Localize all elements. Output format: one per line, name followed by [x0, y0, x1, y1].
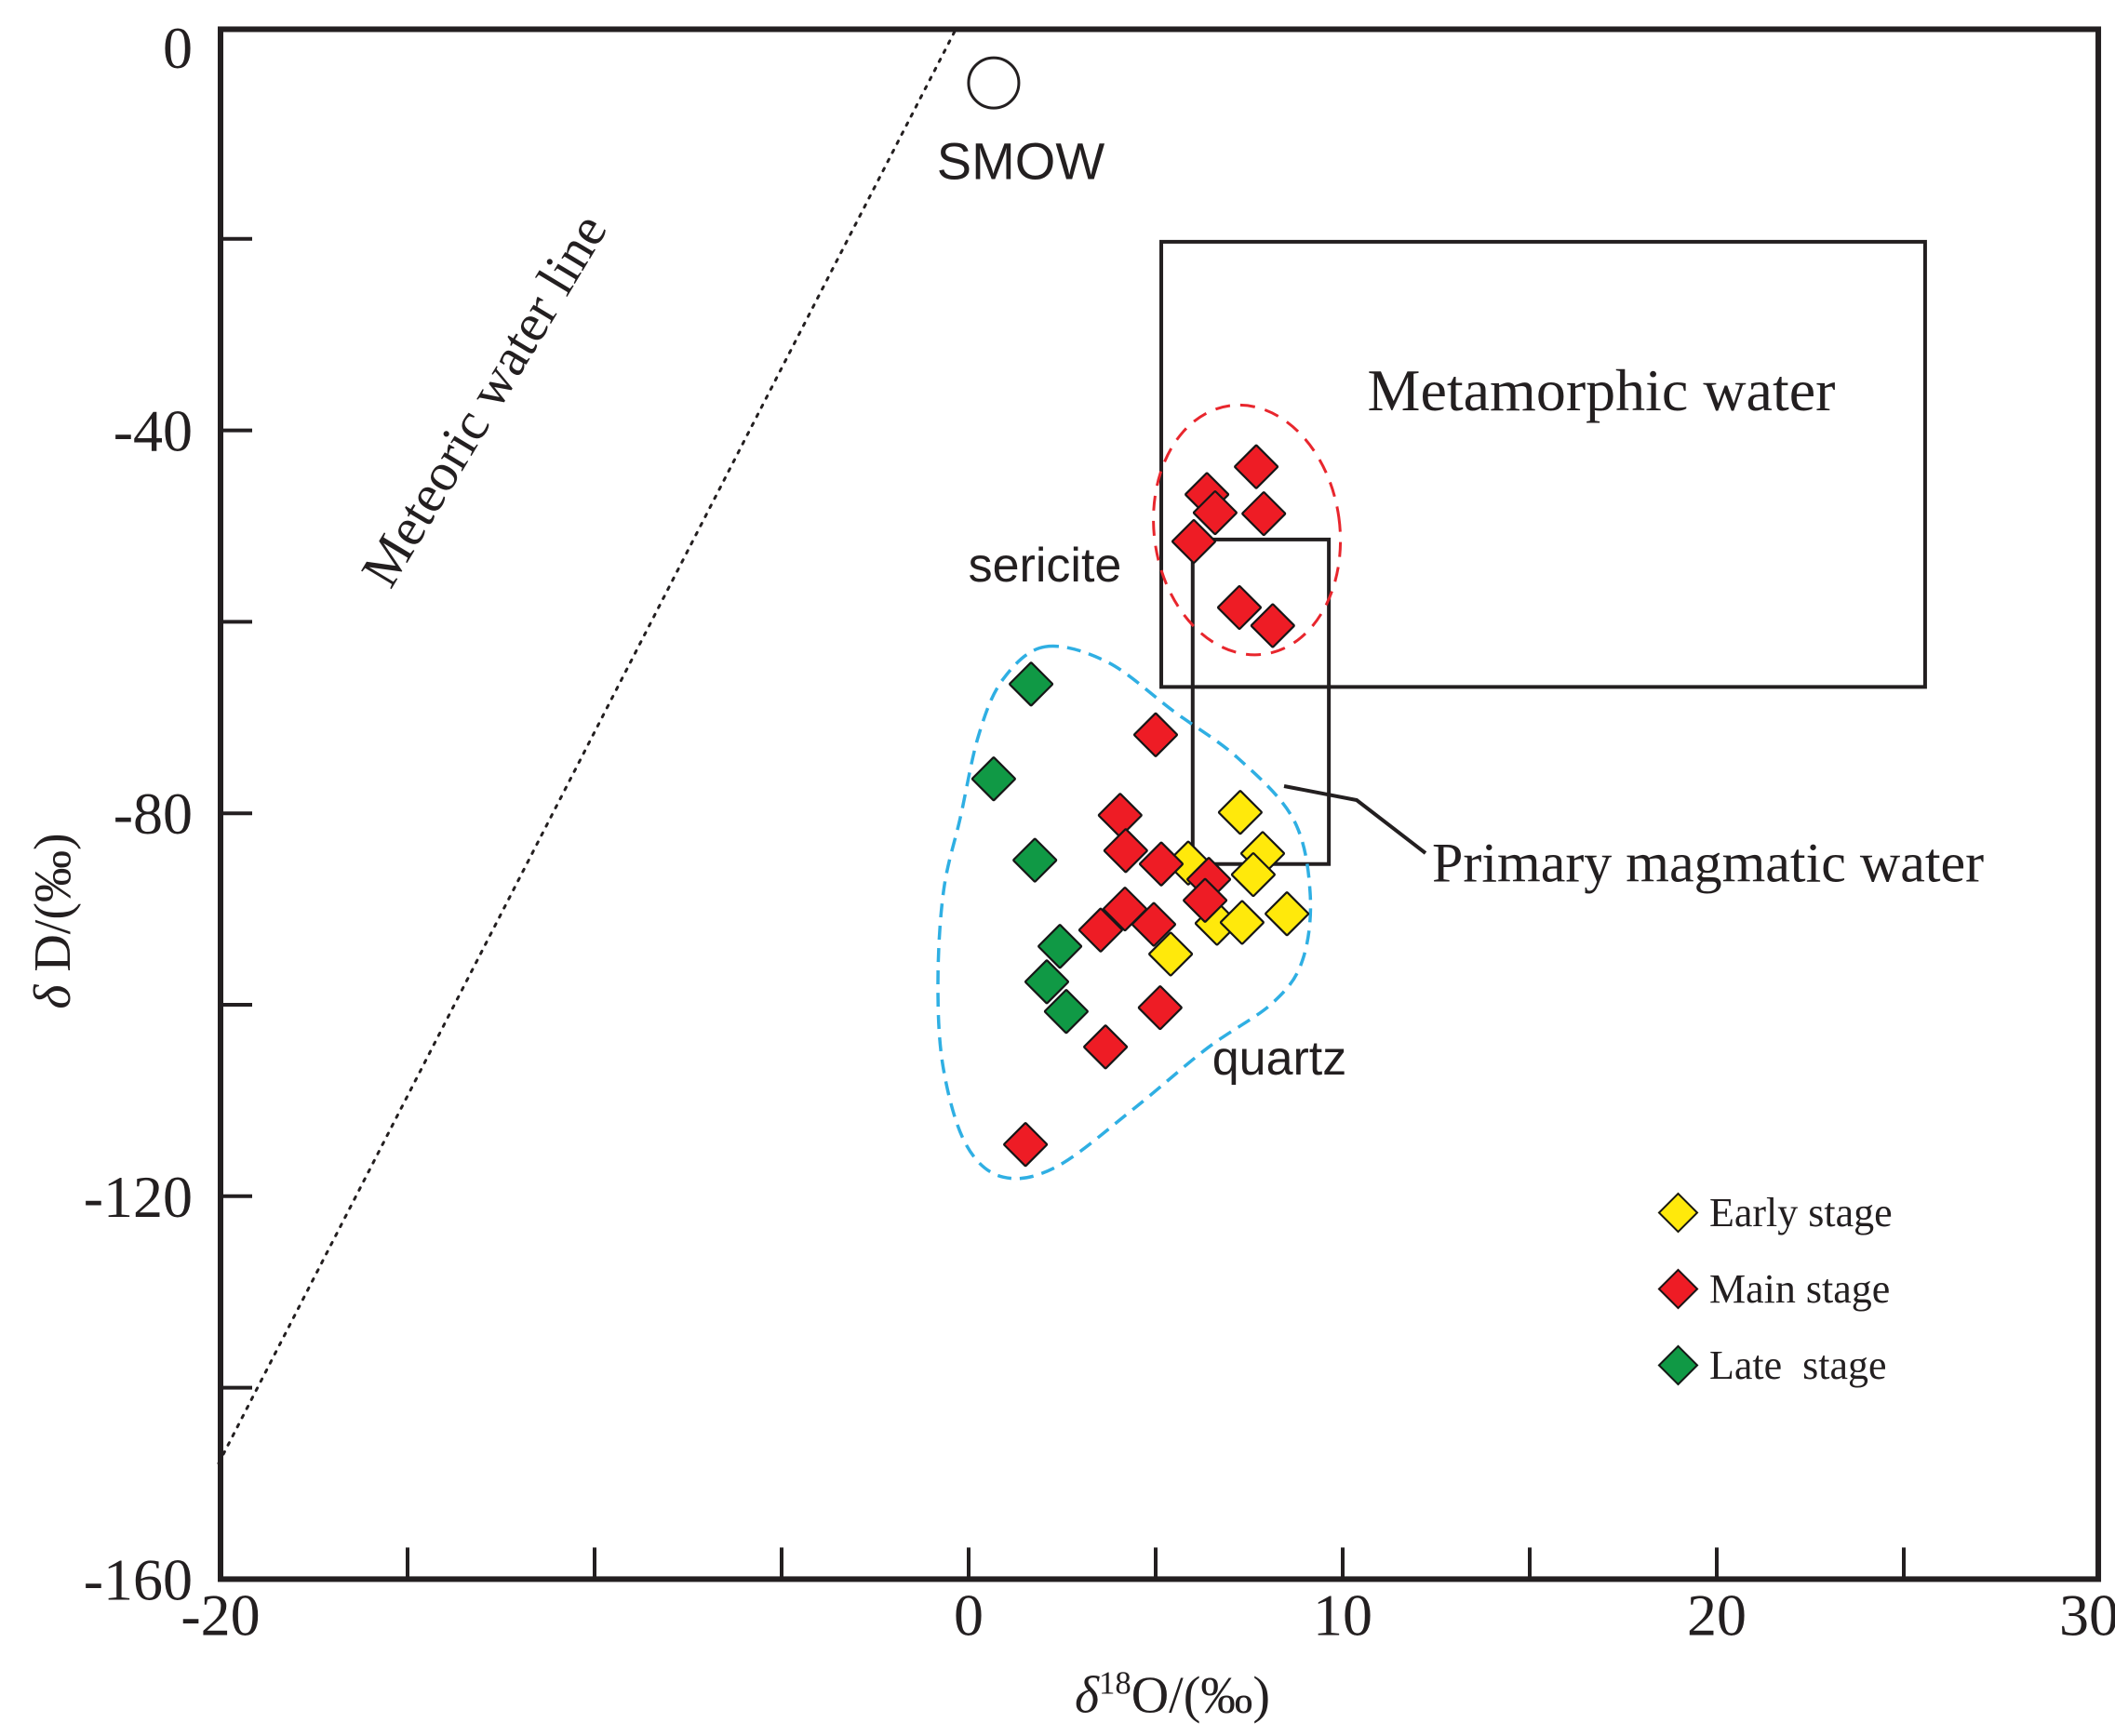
data-point-early-stage	[1230, 852, 1276, 898]
data-point-main-stage	[1078, 907, 1123, 953]
early-stage-diamond-icon	[1657, 1192, 1699, 1233]
smow-label: SMOW	[936, 131, 1105, 191]
x-tick-label: -20	[181, 1582, 260, 1648]
x-axis-title-rest: O/(‰)	[1131, 1666, 1271, 1725]
meteoric-water-line	[217, 28, 957, 1465]
x-axis-title-delta: δ	[1074, 1666, 1100, 1725]
y-tick-label: -120	[84, 1164, 193, 1230]
x-axis-title-superscript: 18	[1099, 1664, 1131, 1702]
primary-magmatic-water-box	[1190, 537, 1332, 866]
sericite-field-outline	[1152, 403, 1343, 657]
data-point-early-stage	[1219, 900, 1265, 945]
legend-item-late-stage: Late stage	[1657, 1327, 1893, 1403]
data-point-main-stage	[1132, 712, 1179, 757]
data-point-late-stage	[1009, 661, 1054, 707]
x-tick-label: 30	[2059, 1582, 2115, 1648]
data-point-early-stage	[1217, 790, 1263, 835]
metamorphic-water-box	[1159, 239, 1927, 689]
data-point-late-stage	[970, 756, 1016, 802]
legend-item-main-stage: Main stage	[1657, 1250, 1893, 1327]
primary-label-pointer-line	[1283, 784, 1427, 855]
data-point-main-stage	[1216, 584, 1263, 631]
data-point-main-stage	[1138, 841, 1185, 887]
data-point-main-stage	[1137, 985, 1183, 1031]
y-tick-label: 0	[163, 15, 193, 81]
late-stage-diamond-icon	[1657, 1344, 1699, 1385]
y-tick-label: -40	[114, 398, 193, 464]
metamorphic-water-label: Metamorphic water	[1367, 357, 1836, 423]
smow-circle	[967, 56, 1021, 110]
y-axis-title: δ D/(‰)	[23, 833, 83, 1008]
legend-item-early-stage: Early stage	[1657, 1174, 1893, 1250]
legend-label-early-stage: Early stage	[1709, 1189, 1893, 1235]
data-point-main-stage	[1183, 877, 1228, 923]
x-tick-label: 0	[954, 1582, 984, 1648]
x-tick-label: 20	[1687, 1582, 1747, 1648]
main-stage-diamond-icon	[1657, 1268, 1699, 1309]
y-axis-title-delta: δ	[24, 984, 82, 1009]
data-point-main-stage	[1192, 490, 1238, 536]
data-point-main-stage	[1171, 518, 1217, 565]
legend-label-late-stage: Late stage	[1709, 1342, 1887, 1388]
y-tick-label: -160	[84, 1546, 193, 1612]
plot-border	[218, 26, 2102, 1582]
legend-label-main-stage: Main stage	[1709, 1265, 1891, 1312]
y-tick-label: -80	[114, 781, 193, 847]
data-point-late-stage	[1037, 924, 1083, 969]
data-point-main-stage	[1103, 828, 1148, 874]
data-point-main-stage	[1083, 1024, 1129, 1070]
x-tick-label: 10	[1313, 1582, 1372, 1648]
legend: Early stage Main stage Late stage	[1657, 1174, 1893, 1403]
data-point-main-stage	[1234, 444, 1279, 489]
quartz-label: quartz	[1211, 1032, 1347, 1086]
data-point-late-stage	[1024, 959, 1070, 1005]
primary-magmatic-water-label: Primary magmatic water	[1432, 832, 1985, 894]
data-point-late-stage	[1043, 989, 1089, 1035]
data-point-early-stage	[1148, 931, 1194, 977]
data-point-main-stage	[1003, 1122, 1049, 1168]
data-point-early-stage	[1265, 891, 1310, 937]
x-axis-title: δ18O/(‰)	[1075, 1665, 1270, 1726]
quartz-field-outline	[936, 644, 1313, 1181]
data-point-late-stage	[1012, 837, 1058, 883]
data-point-main-stage	[1250, 603, 1295, 648]
sericite-label: sericite	[968, 539, 1122, 593]
data-point-main-stage	[1097, 793, 1143, 838]
y-axis-title-rest: D/(‰)	[24, 833, 82, 985]
data-point-main-stage	[1241, 491, 1287, 537]
data-point-main-stage	[1131, 901, 1177, 947]
